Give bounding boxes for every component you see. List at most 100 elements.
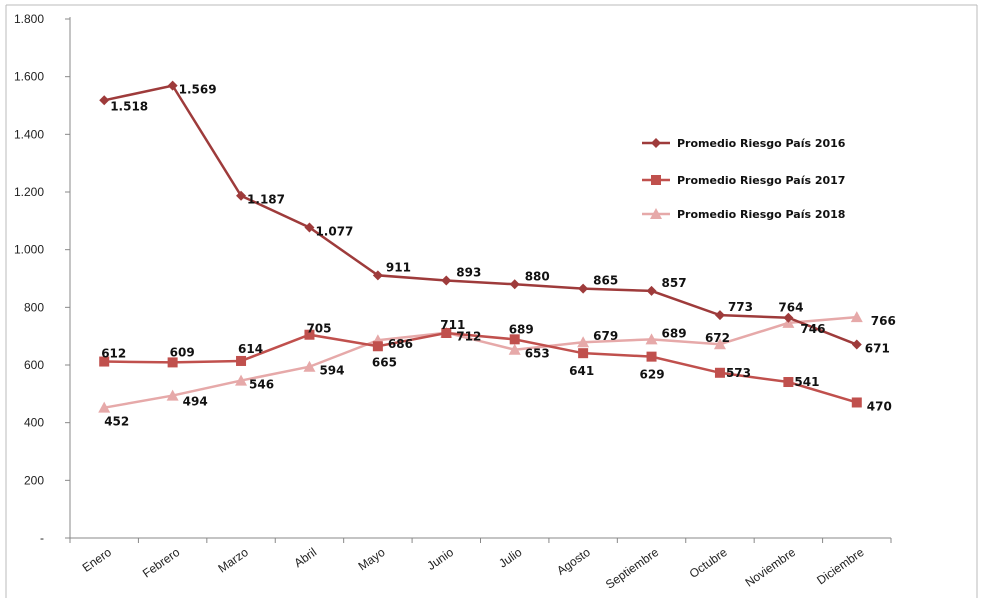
data-point-2017	[441, 327, 452, 338]
data-label-2016: 764	[778, 301, 803, 315]
y-tick-label: -	[40, 531, 44, 545]
data-label-2017: 612	[101, 347, 126, 361]
data-point-2017	[304, 329, 315, 340]
data-label-2017: 705	[306, 322, 331, 336]
data-label-2017: 689	[509, 322, 534, 336]
data-label-2016: 911	[386, 260, 411, 274]
legend-label-2016: Promedio Riesgo País 2016	[677, 137, 846, 150]
data-point-2017	[236, 355, 247, 366]
data-label-2016: 1.569	[179, 83, 217, 97]
data-point-2018	[98, 401, 111, 413]
series-line-2018	[103, 315, 857, 409]
data-label-2018: 594	[319, 364, 344, 378]
data-point-2017	[372, 341, 383, 352]
y-tick-label: 1.200	[14, 185, 44, 199]
data-label-2016: 893	[456, 266, 481, 280]
data-point-2018	[713, 338, 726, 350]
data-point-2016	[646, 285, 657, 296]
x-tick-label: Abril	[291, 545, 319, 570]
x-tick-label: Mayo	[356, 545, 388, 573]
data-label-2017: 665	[372, 355, 397, 369]
data-point-2016	[851, 339, 862, 350]
x-tick-label: Septiembre	[603, 545, 662, 592]
data-label-2018: 746	[800, 322, 825, 336]
data-point-2016	[236, 190, 247, 201]
series-line-2016	[103, 84, 858, 346]
data-label-2018: 712	[456, 330, 481, 344]
legend-marker-2018	[650, 208, 662, 219]
data-label-2018: 672	[705, 331, 730, 345]
data-label-2016: 1.187	[247, 193, 285, 207]
legend-label-2017: Promedio Riesgo País 2017	[677, 174, 845, 187]
data-label-2016: 773	[728, 300, 753, 314]
y-tick-label: 600	[24, 358, 44, 372]
data-label-2018: 686	[388, 337, 413, 351]
data-point-2016	[304, 222, 315, 233]
data-point-2018	[508, 343, 521, 355]
data-point-2017	[578, 348, 589, 359]
data-label-2018: 766	[871, 314, 896, 328]
data-label-2016: 671	[865, 342, 890, 356]
x-tick-label: Diciembre	[814, 545, 867, 588]
data-label-2016: 880	[525, 269, 550, 283]
data-label-2017: 641	[569, 364, 594, 378]
x-tick-label: Noviembre	[743, 545, 799, 590]
data-point-2016	[99, 95, 110, 106]
data-point-2018	[166, 389, 179, 401]
y-tick-label: 1.400	[14, 127, 44, 141]
data-point-2018	[577, 336, 590, 348]
y-tick-label: 400	[24, 416, 44, 430]
x-tick-label: Octubre	[687, 545, 730, 581]
data-point-2017	[714, 367, 725, 378]
data-point-2016	[714, 310, 725, 321]
data-label-2018: 689	[662, 326, 687, 340]
data-point-2017	[99, 356, 110, 367]
x-tick-label: Agosto	[554, 545, 593, 578]
data-point-2016	[783, 312, 794, 323]
data-label-2018: 546	[249, 378, 274, 392]
data-label-2017: 573	[726, 366, 751, 380]
y-tick-label: 200	[24, 473, 44, 487]
data-label-2017: 609	[170, 345, 195, 359]
x-tick-label: Febrero	[140, 545, 183, 581]
x-tick-label: Marzo	[215, 545, 251, 576]
x-tick-label: Enero	[80, 545, 115, 575]
data-label-2017: 541	[794, 375, 819, 389]
data-label-2017: 614	[238, 342, 263, 356]
data-label-2017: 711	[440, 318, 465, 332]
y-tick-label: 1.600	[14, 70, 44, 84]
data-label-2017: 629	[640, 368, 665, 382]
data-label-2018: 452	[104, 415, 129, 429]
data-point-2017	[646, 351, 657, 362]
data-label-2018: 494	[183, 395, 208, 409]
legend-marker-2016	[651, 138, 661, 148]
y-tick-label: 1.000	[14, 243, 44, 257]
data-point-2017	[167, 357, 178, 368]
data-label-2016: 1.518	[110, 99, 148, 113]
legend-label-2018: Promedio Riesgo País 2018	[677, 208, 845, 221]
y-tick-label: 1.800	[14, 12, 44, 26]
x-tick-label: Julio	[496, 545, 525, 571]
data-point-2018	[645, 333, 658, 345]
data-point-2016	[578, 283, 589, 294]
data-point-2016	[509, 279, 520, 290]
data-label-2018: 653	[525, 347, 550, 361]
data-label-2016: 1.077	[315, 224, 353, 238]
data-label-2016: 857	[662, 276, 687, 290]
x-tick-label: Junio	[424, 545, 456, 573]
data-label-2018: 679	[593, 329, 618, 343]
data-label-2017: 470	[867, 399, 892, 413]
data-point-2018	[303, 360, 316, 372]
data-point-2018	[235, 374, 248, 386]
series-line-2017	[104, 331, 858, 404]
data-point-2017	[783, 377, 794, 388]
data-label-2016: 865	[593, 274, 618, 288]
data-point-2017	[509, 334, 520, 345]
data-point-2017	[851, 397, 862, 408]
data-point-2018	[850, 311, 863, 323]
data-point-2016	[372, 270, 383, 281]
data-point-2016	[441, 275, 452, 286]
legend-marker-2017	[651, 175, 661, 185]
